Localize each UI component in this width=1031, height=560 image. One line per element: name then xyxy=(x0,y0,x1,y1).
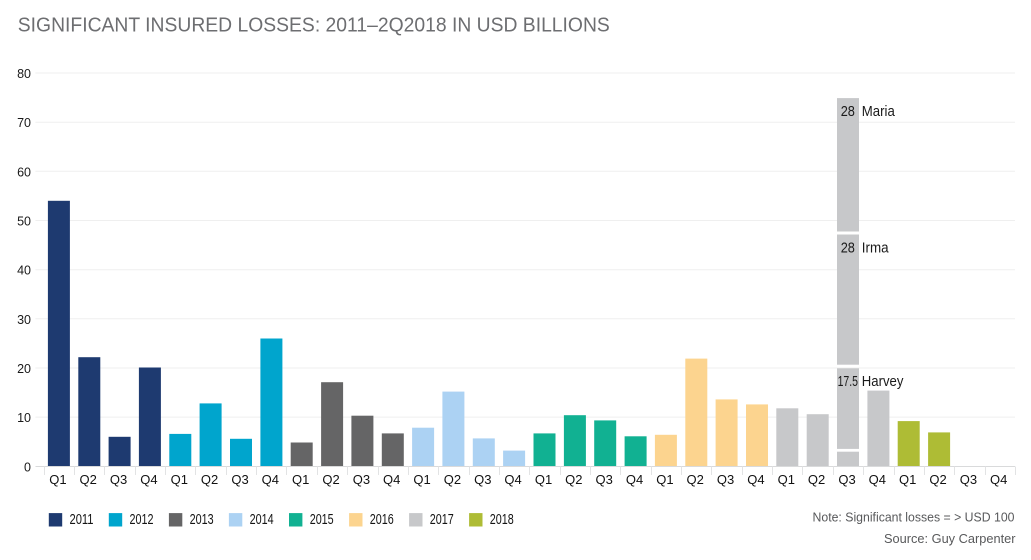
svg-text:Q3: Q3 xyxy=(231,472,248,487)
svg-text:10: 10 xyxy=(17,411,31,425)
svg-text:Q3: Q3 xyxy=(717,472,734,487)
svg-text:60: 60 xyxy=(17,165,31,179)
svg-text:SIGNIFICANT INSURED LOSSES: 20: SIGNIFICANT INSURED LOSSES: 2011–2Q2018 … xyxy=(18,14,610,36)
svg-text:Q4: Q4 xyxy=(140,472,157,487)
svg-text:2018: 2018 xyxy=(490,512,514,528)
svg-text:Q2: Q2 xyxy=(322,472,339,487)
svg-text:Q1: Q1 xyxy=(656,472,673,487)
svg-text:Q2: Q2 xyxy=(929,472,946,487)
svg-text:Q1: Q1 xyxy=(49,472,66,487)
svg-text:Q1: Q1 xyxy=(535,472,552,487)
svg-text:Q1: Q1 xyxy=(778,472,795,487)
svg-text:30: 30 xyxy=(17,313,31,327)
svg-text:Q4: Q4 xyxy=(869,472,886,487)
svg-text:Q2: Q2 xyxy=(80,472,97,487)
svg-text:50: 50 xyxy=(17,215,31,229)
svg-text:Q4: Q4 xyxy=(747,472,764,487)
svg-text:2011: 2011 xyxy=(70,512,94,528)
svg-text:28: 28 xyxy=(841,239,855,256)
svg-text:2015: 2015 xyxy=(310,512,334,528)
svg-text:Q1: Q1 xyxy=(899,472,916,487)
svg-text:Maria: Maria xyxy=(862,103,896,120)
svg-text:2012: 2012 xyxy=(130,512,154,528)
svg-text:Q3: Q3 xyxy=(353,472,370,487)
svg-text:0: 0 xyxy=(24,460,31,474)
svg-text:28: 28 xyxy=(841,103,855,120)
svg-text:2013: 2013 xyxy=(190,512,214,528)
svg-text:2017: 2017 xyxy=(430,512,454,528)
svg-text:80: 80 xyxy=(17,67,31,81)
svg-text:Q2: Q2 xyxy=(565,472,582,487)
svg-text:Q3: Q3 xyxy=(474,472,491,487)
svg-text:70: 70 xyxy=(17,116,31,130)
svg-text:Irma: Irma xyxy=(862,239,889,256)
svg-text:Q4: Q4 xyxy=(262,472,279,487)
svg-text:Q4: Q4 xyxy=(504,472,521,487)
svg-text:2014: 2014 xyxy=(250,512,274,528)
svg-text:20: 20 xyxy=(17,362,31,376)
svg-text:Q1: Q1 xyxy=(292,472,309,487)
svg-text:2016: 2016 xyxy=(370,512,394,528)
svg-text:40: 40 xyxy=(17,264,31,278)
svg-text:Q2: Q2 xyxy=(808,472,825,487)
svg-text:Q1: Q1 xyxy=(413,472,430,487)
svg-text:Note: Significant losses = > U: Note: Significant losses = > USD 100 xyxy=(813,511,1015,525)
svg-text:Q3: Q3 xyxy=(960,472,977,487)
svg-text:Q4: Q4 xyxy=(383,472,400,487)
svg-text:Q3: Q3 xyxy=(110,472,127,487)
svg-text:Q3: Q3 xyxy=(838,472,855,487)
svg-text:Source: Guy Carpenter: Source: Guy Carpenter xyxy=(884,532,1016,546)
svg-text:Q2: Q2 xyxy=(687,472,704,487)
svg-text:Harvey: Harvey xyxy=(862,373,904,390)
svg-text:Q4: Q4 xyxy=(990,472,1007,487)
svg-text:Q2: Q2 xyxy=(444,472,461,487)
svg-text:Q4: Q4 xyxy=(626,472,643,487)
svg-text:Q2: Q2 xyxy=(201,472,218,487)
svg-text:Q3: Q3 xyxy=(596,472,613,487)
svg-text:17.5: 17.5 xyxy=(838,373,858,390)
svg-text:Q1: Q1 xyxy=(171,472,188,487)
